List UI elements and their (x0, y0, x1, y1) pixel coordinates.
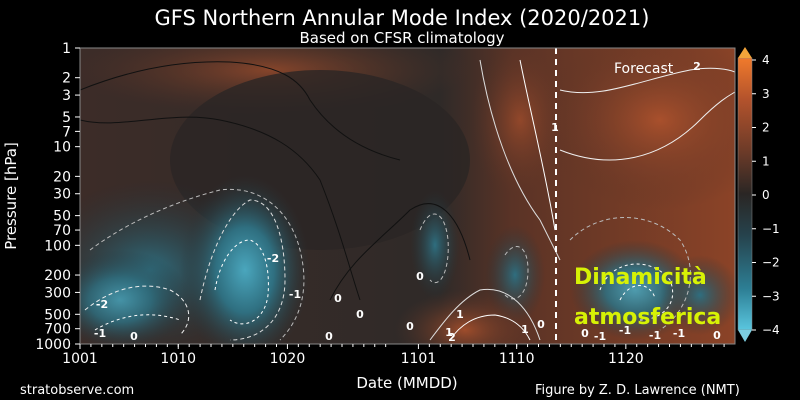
colorbar-tick-label: −2 (762, 256, 780, 270)
chart-subtitle: Based on CFSR climatology (299, 29, 504, 47)
colorbar-tick-label: 0 (762, 188, 770, 202)
y-tick-label: 1000 (35, 337, 71, 353)
y-tick-label: 10 (53, 140, 71, 156)
right-credit: Figure by Z. D. Lawrence (NMT) (535, 383, 740, 398)
contour-value-label: 1 (456, 308, 464, 321)
contour-value-label: 2 (693, 60, 701, 73)
contour-value-label: 0 (406, 320, 414, 333)
contour-value-label: -1 (594, 330, 606, 343)
y-tick-label: 50 (53, 209, 71, 225)
y-tick-label: 700 (44, 322, 71, 338)
y-tick-label: 70 (53, 223, 71, 239)
contour-value-label: -1 (619, 324, 631, 337)
chart-title: GFS Northern Annular Mode Index (2020/20… (155, 6, 650, 30)
y-tick-label: 200 (44, 268, 71, 284)
colorbar-tick-label: −3 (762, 289, 780, 303)
contour-value-label: -2 (267, 252, 279, 265)
y-tick-label: 300 (44, 285, 71, 301)
colorbar: 4 3 2 1 0 −1 −2 −3 −4 (737, 47, 780, 342)
y-tick-label: 2 (62, 71, 71, 87)
y-tick-label: 1 (62, 41, 71, 57)
y-tick-label: 3 (62, 88, 71, 104)
contour-value-label: 1 (445, 326, 453, 339)
x-tick-label: 1110 (499, 351, 535, 367)
contour-value-label: -1 (649, 329, 661, 342)
contour-value-label: 0 (537, 318, 545, 331)
y-tick-label: 7 (62, 124, 71, 140)
colorbar-tick-label: 2 (762, 121, 770, 135)
contour-value-label: 0 (581, 327, 589, 340)
plot-frame (79, 47, 736, 345)
colorbar-tick-label: −4 (762, 323, 780, 337)
colorbar-tick-label: 1 (762, 154, 770, 168)
contour-lines (80, 59, 735, 341)
y-tick-label: 30 (53, 187, 71, 203)
contour-value-label: 0 (356, 308, 364, 321)
y-axis-label: Pressure [hPa] (2, 142, 20, 250)
contour-value-label: -1 (673, 327, 685, 340)
colorbar-tick-label: 4 (762, 53, 770, 67)
overlay-line-2: atmosferica (574, 305, 721, 330)
contour-value-label: 0 (325, 330, 333, 343)
x-tick-label: 1101 (401, 351, 437, 367)
colorbar-tick-label: −1 (762, 222, 780, 236)
contour-value-label: 1 (521, 323, 529, 336)
left-credit: stratobserve.com (20, 383, 134, 398)
y-tick-label: 20 (53, 169, 71, 185)
contour-value-label: -1 (289, 288, 301, 301)
x-axis-label: Date (MMDD) (356, 374, 457, 392)
y-tick-label: 5 (62, 110, 71, 126)
x-tick-label: 1010 (160, 351, 196, 367)
colorbar-tick-label: 3 (762, 87, 770, 101)
contour-value-label: 0 (334, 292, 342, 305)
y-tick-label: 100 (44, 238, 71, 254)
contour-value-label: 0 (713, 329, 721, 342)
forecast-label: Forecast (614, 61, 674, 77)
x-tick-label: 1001 (62, 351, 98, 367)
heatmap-field (80, 48, 735, 344)
contour-value-label: 0 (416, 270, 424, 283)
x-tick-label: 1020 (270, 351, 306, 367)
y-tick-label: 500 (44, 307, 71, 323)
contour-value-label: 2 (448, 331, 456, 344)
overlay-line-1: Dinamicità (574, 265, 707, 290)
contour-value-label: -1 (94, 327, 106, 340)
x-tick-label: 1120 (608, 351, 644, 367)
x-axis: 1001 1010 1020 1101 1110 1120 (62, 344, 725, 367)
contour-value-label: -2 (96, 298, 108, 311)
contour-value-label: 0 (130, 330, 138, 343)
contour-value-label: 1 (551, 121, 559, 134)
